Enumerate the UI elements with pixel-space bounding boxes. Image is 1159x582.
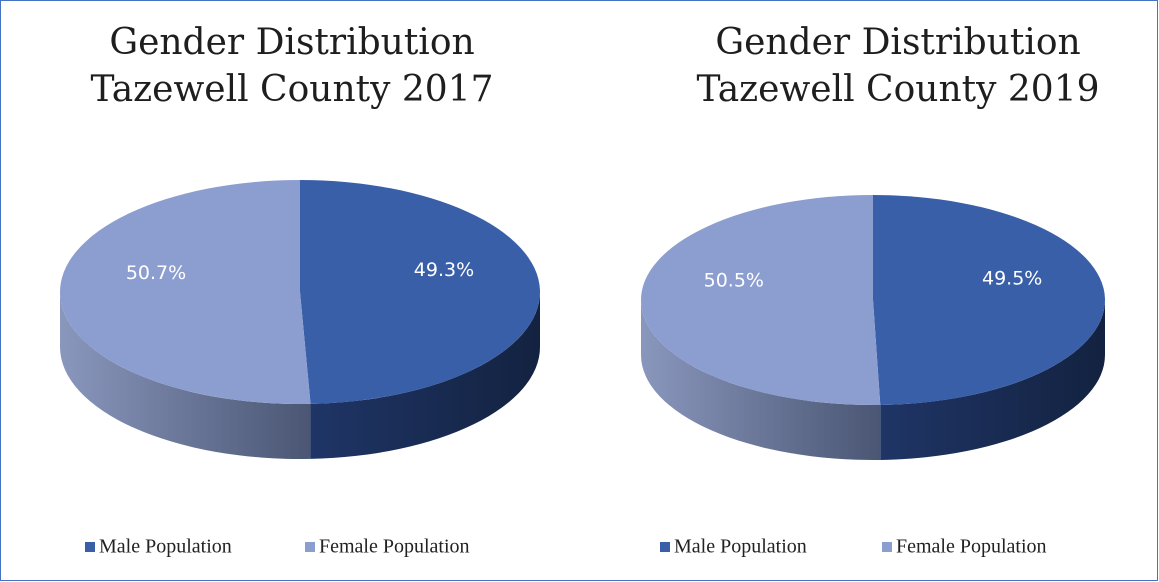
legend-swatch	[882, 542, 892, 552]
legend-label: Male Population	[99, 536, 232, 558]
chart-title: Tazewell County 2019	[697, 69, 1100, 110]
legend-swatch	[305, 542, 315, 552]
legend-swatch	[660, 542, 670, 552]
data-label: 50.5%	[704, 269, 764, 291]
slice	[60, 180, 311, 404]
legend-label: Female Population	[896, 536, 1047, 558]
slice	[640, 195, 881, 405]
slice	[873, 195, 1105, 405]
data-label: 49.5%	[982, 268, 1042, 290]
data-label: 49.3%	[414, 259, 474, 281]
slice-side	[310, 292, 540, 459]
slice-side	[641, 300, 881, 460]
data-label: 50.7%	[126, 262, 186, 284]
legend-label: Male Population	[674, 536, 807, 558]
slice-side	[60, 292, 311, 459]
chart-title: Tazewell County 2017	[91, 69, 494, 110]
slice-side	[880, 300, 1105, 460]
slice	[300, 180, 541, 404]
legend-swatch	[85, 542, 95, 552]
chart-title: Gender Distribution	[715, 22, 1080, 63]
chart-title: Gender Distribution	[109, 22, 474, 63]
legend-label: Female Population	[319, 536, 470, 558]
